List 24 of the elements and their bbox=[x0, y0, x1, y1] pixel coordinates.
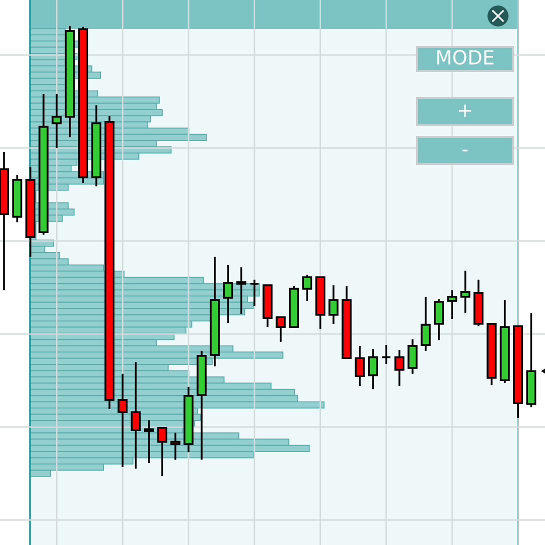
candlestick bbox=[144, 419, 154, 464]
candlestick bbox=[328, 284, 338, 325]
candlestick bbox=[118, 372, 128, 468]
candlestick bbox=[170, 432, 180, 461]
candlestick bbox=[52, 93, 62, 149]
candlestick bbox=[130, 361, 141, 470]
candlestick bbox=[408, 338, 418, 375]
candlestick bbox=[447, 289, 458, 320]
candlestick bbox=[157, 426, 168, 477]
candlestick bbox=[381, 344, 392, 365]
annotation: + bbox=[458, 104, 472, 117]
candlestick bbox=[236, 266, 246, 315]
candlestick bbox=[460, 270, 470, 314]
candlestick bbox=[354, 345, 365, 387]
candlestick bbox=[434, 298, 444, 342]
candlestick bbox=[420, 296, 431, 352]
candlestick bbox=[276, 316, 286, 343]
candlestick bbox=[368, 348, 378, 390]
candlestick bbox=[394, 349, 404, 387]
candlestick bbox=[302, 274, 312, 302]
candlestick bbox=[223, 264, 234, 324]
annotation: - bbox=[462, 150, 468, 152]
annotation: MODE bbox=[437, 50, 494, 65]
candlestick bbox=[249, 278, 260, 307]
